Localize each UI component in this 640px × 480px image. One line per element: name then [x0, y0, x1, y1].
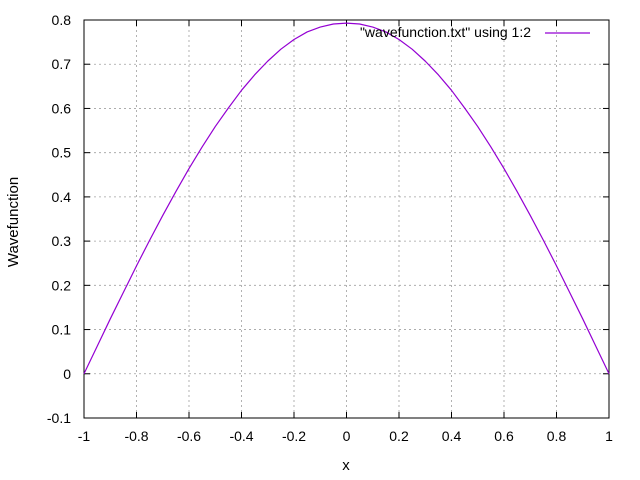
- grid: [84, 20, 609, 418]
- y-tick-label: 0.4: [52, 189, 72, 205]
- x-tick-label: 0.2: [389, 428, 409, 444]
- y-tick-label: 0.1: [52, 322, 72, 338]
- y-tick-label: 0.6: [52, 100, 72, 116]
- x-tick-label: 0: [343, 428, 351, 444]
- y-tick-label: 0: [63, 366, 71, 382]
- y-tick-label: 0.8: [52, 12, 72, 28]
- y-tick-label: -0.1: [47, 410, 71, 426]
- y-tick-label: 0.2: [52, 277, 72, 293]
- series-line: [83, 22, 610, 375]
- y-tick-label: 0.5: [52, 145, 72, 161]
- y-tick-label: 0.3: [52, 233, 72, 249]
- ticks: -1 -0.8 -0.6 -0.4 -0.2 0 0.2 0.4 0.6 0.8 1 -0.1 0 0.1…: [47, 12, 613, 444]
- x-axis-label: x: [342, 457, 350, 474]
- legend: "wavefunction.txt" using 1:2: [360, 24, 590, 40]
- x-tick-label: 1: [605, 428, 613, 444]
- legend-label: "wavefunction.txt" using 1:2: [360, 24, 531, 40]
- plot-frame: [83, 19, 610, 419]
- x-tick-label: 0.8: [547, 428, 567, 444]
- y-axis-label: Wavefunction: [5, 177, 22, 267]
- x-tick-label: 0.6: [494, 428, 514, 444]
- x-tick-label: -0.8: [124, 428, 148, 444]
- x-tick-label: -1: [78, 428, 91, 444]
- series-layer: [83, 22, 610, 375]
- x-tick-label: -0.2: [282, 428, 306, 444]
- x-tick-label: 0.4: [442, 428, 462, 444]
- x-tick-label: -0.6: [177, 428, 201, 444]
- y-tick-label: 0.7: [52, 56, 72, 72]
- x-tick-label: -0.4: [229, 428, 253, 444]
